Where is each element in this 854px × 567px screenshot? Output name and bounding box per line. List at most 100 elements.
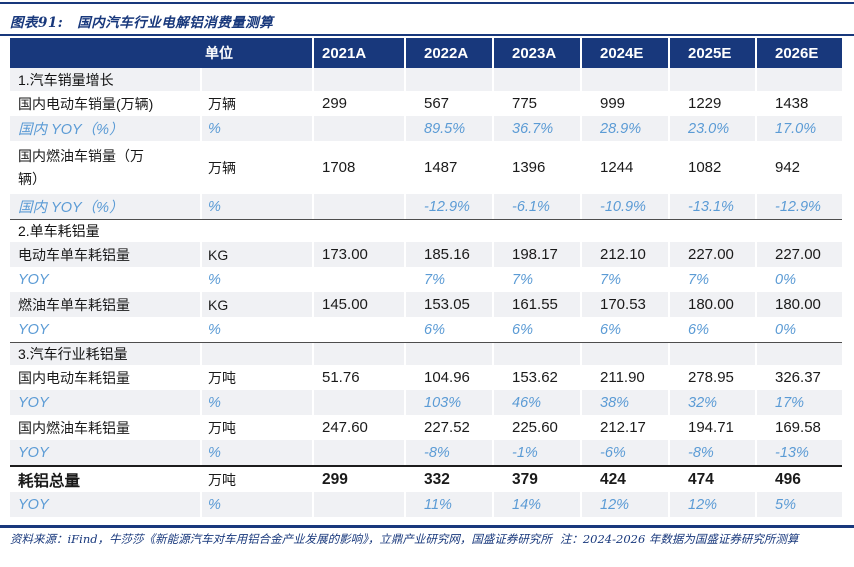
value-cell: 474 [688,470,714,488]
value-cell: 227.00 [670,242,755,267]
value-cell: 247.60 [322,419,368,436]
value-cell: 173.00 [314,242,404,267]
value-cell: 0% [775,271,796,288]
value-cell: 332 [424,470,450,488]
value-cell [314,390,404,415]
value-cell [494,343,580,365]
data-row: 燃油车单车耗铝量 KG 145.00 153.05 161.55 170.53 180.00… [10,292,842,317]
row-label: YOY [10,440,200,465]
section-header-row: 3.汽车行业耗铝量 [10,342,842,365]
unit-cell: % [202,440,312,465]
value-cell: -6.1% [494,194,580,219]
value-cell [314,194,404,219]
data-row: 国内燃油车销量（万辆） 万辆 1708 1487 1396 1244 1082 942 [10,141,842,194]
unit-cell: % [202,116,312,141]
yoy-row: 国内 YOY（%）% -12.9% -6.1% -10.9% -13.1% -12.9% [10,194,842,219]
table-top-rule [0,34,854,36]
section-header-row: 2.单车耗铝量 [10,219,842,242]
value-cell: 227.52 [424,419,470,436]
data-row: 国内燃油车耗铝量 万吨 247.60 227.52 225.60 212.17 194.71… [10,415,842,440]
value-cell: 0% [775,321,796,338]
value-cell: 17% [757,390,842,415]
unit-cell: % [208,271,221,288]
value-cell: 51.76 [322,369,360,386]
row-label: 国内 YOY（%） [10,194,200,219]
value-cell [757,343,842,365]
yoy-row: YOY% -8% -1% -6% -8% -13% [10,440,842,465]
value-cell: 496 [775,470,801,488]
value-cell: 153.05 [406,292,492,317]
value-cell: 7% [424,271,445,288]
value-cell [757,220,842,242]
value-cell: 12% [582,492,668,517]
value-cell: -13% [757,440,842,465]
value-cell: 104.96 [424,369,470,386]
row-label: YOY [18,321,49,338]
row-label: YOY [10,390,200,415]
unit-cell [202,220,312,242]
value-cell: -10.9% [582,194,668,219]
value-cell: 180.00 [757,292,842,317]
value-cell [757,68,842,91]
value-cell: 212.17 [600,419,646,436]
source-note: 资料来源：iFind，牛莎莎《新能源汽车对车用铝合金产业发展的影响》，立鼎产业研… [10,531,840,548]
yoy-row: 国内 YOY（%）% 89.5% 36.7% 28.9% 23.0% 17.0% [10,116,842,141]
value-cell: 7% [688,271,709,288]
yoy-row: YOY% 6% 6% 6% 6% 0% [10,317,842,342]
value-cell: 180.00 [670,292,755,317]
value-cell [314,68,404,91]
value-cell: 17.0% [757,116,842,141]
value-cell: 169.58 [775,419,821,436]
year-column-header: 2025E [670,38,755,68]
data-row: 电动车单车耗铝量 KG 173.00 185.16 198.17 212.10 227.00… [10,242,842,267]
unit-header-label: 单位 [205,45,233,61]
section-header-row: 1.汽车销量增长 [10,68,842,91]
unit-cell: 万吨 [208,369,236,386]
value-cell: 942 [775,159,801,176]
year-column-header: 2021A [314,38,404,68]
row-label: 电动车单车耗铝量 [10,242,200,267]
value-cell: 299 [322,95,348,112]
unit-cell: % [202,492,312,517]
figure-number: 图表91: [10,15,64,31]
data-row: 国内电动车销量(万辆) 万辆 299 567 775 999 1229 1438 [10,91,842,116]
value-cell: -8% [406,440,492,465]
value-cell: 1708 [322,159,356,176]
unit-column-header: 单位 [10,38,312,68]
value-cell: 11% [406,492,492,517]
value-cell [582,343,668,365]
value-cell: -13.1% [670,194,755,219]
value-cell: 6% [512,321,533,338]
value-cell: 7% [512,271,533,288]
value-cell: 1082 [688,159,722,176]
unit-cell: KG [202,292,312,317]
value-cell: 89.5% [406,116,492,141]
value-cell: 194.71 [688,419,734,436]
value-cell [406,68,492,91]
value-cell: 1229 [688,95,722,112]
value-cell: 46% [494,390,580,415]
value-cell: 170.53 [582,292,668,317]
unit-cell: KG [202,242,312,267]
value-cell: 12% [670,492,755,517]
value-cell [314,267,404,292]
value-cell: 185.16 [406,242,492,267]
year-column-header: 2026E [757,38,842,68]
value-cell [314,343,404,365]
row-label: YOY [10,492,200,517]
yoy-row: YOY% 103% 46% 38% 32% 17% [10,390,842,415]
data-row: 国内电动车耗铝量 万吨 51.76 104.96 153.62 211.90 278.95 3… [10,365,842,390]
value-cell: 28.9% [582,116,668,141]
value-cell [494,220,580,242]
value-cell: 299 [322,470,348,488]
unit-cell: 万辆 [208,159,236,176]
value-cell [406,343,492,365]
row-label: 国内 YOY（%） [10,116,200,141]
value-cell: 6% [688,321,709,338]
note-text: 注：2024-2026 年数据为国盛证券研究所测算 [559,532,799,546]
value-cell: 326.37 [775,369,821,386]
value-cell: 1244 [600,159,634,176]
year-column-header: 2024E [582,38,668,68]
value-cell: 775 [512,95,538,112]
row-label: 国内电动车耗铝量 [18,369,130,386]
